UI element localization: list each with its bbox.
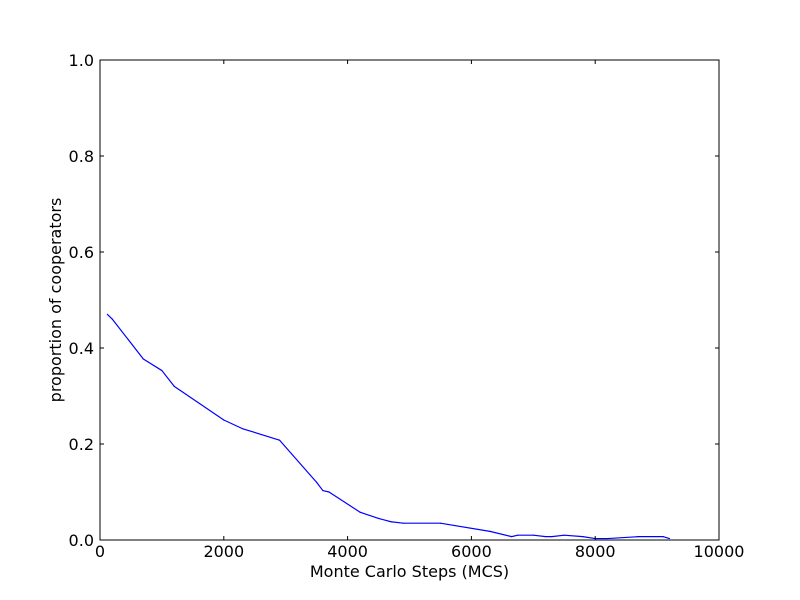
y-tick-label: 1.0 <box>69 51 94 70</box>
x-axis: 0 2000 4000 6000 8000 10000 <box>95 60 745 561</box>
data-point <box>106 313 109 315</box>
series-layer <box>106 313 671 540</box>
x-tick-label: 10000 <box>694 542 745 561</box>
data-point <box>328 491 330 493</box>
data-point <box>173 385 175 387</box>
data-point <box>606 537 609 540</box>
data-point <box>278 439 281 441</box>
y-tick-label: 0.8 <box>69 147 94 166</box>
plot-frame <box>99 59 720 541</box>
data-point <box>582 536 584 538</box>
data-point <box>390 521 392 523</box>
y-tick-label: 0.4 <box>69 339 94 358</box>
data-point <box>359 511 361 513</box>
y-tick-label: 0.6 <box>69 243 94 262</box>
data-point <box>322 489 324 492</box>
y-tick-label: 0.2 <box>69 435 94 454</box>
data-point <box>563 534 565 536</box>
data-point <box>161 369 163 372</box>
data-point <box>223 419 225 421</box>
data-point <box>111 318 113 320</box>
x-tick-label: 2000 <box>203 542 244 561</box>
data-point <box>489 530 491 532</box>
x-tick-label: 4000 <box>327 542 368 561</box>
data-point <box>439 522 442 524</box>
data-point <box>545 536 547 538</box>
y-tick-label: 0.0 <box>69 531 94 550</box>
data-point <box>662 536 664 538</box>
data-point <box>532 534 534 536</box>
x-axis-label: Monte Carlo Steps (MCS) <box>310 562 509 581</box>
data-point <box>511 536 513 538</box>
data-point <box>637 536 640 538</box>
data-point <box>517 534 519 536</box>
data-point <box>241 428 243 430</box>
data-point <box>668 537 671 540</box>
data-point <box>316 481 318 483</box>
y-axis: 0.0 0.2 0.4 0.6 0.8 1.0 <box>69 51 719 550</box>
x-tick-label: 6000 <box>451 542 492 561</box>
x-tick-label: 8000 <box>575 542 616 561</box>
data-point <box>142 358 144 360</box>
data-point <box>377 517 380 520</box>
y-axis-label: proportion of cooperators <box>46 198 65 403</box>
plot-area <box>100 60 719 540</box>
data-point <box>551 536 553 538</box>
data-point <box>402 522 404 524</box>
x-tick-label: 0 <box>95 542 105 561</box>
